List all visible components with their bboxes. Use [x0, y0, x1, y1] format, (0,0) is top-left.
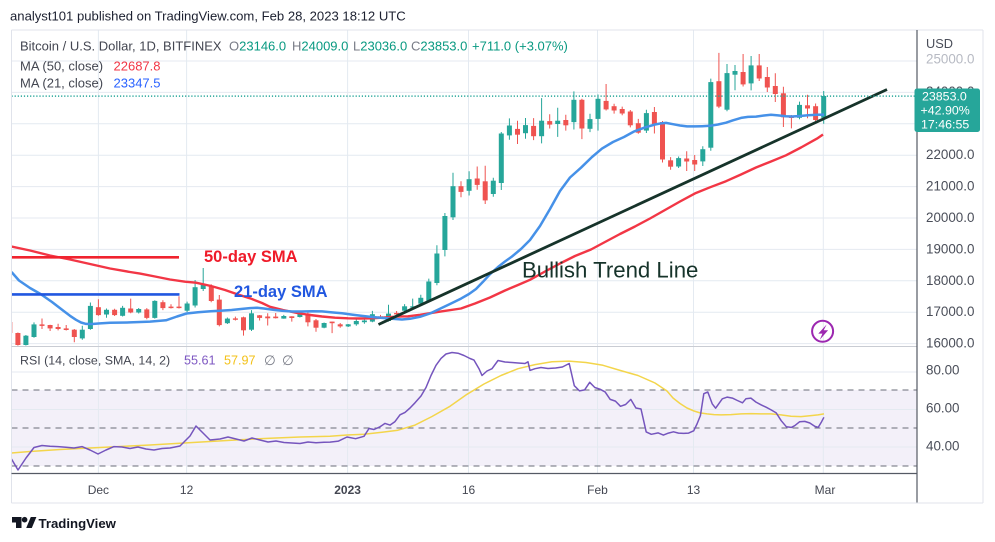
svg-text:Bullish Trend Line: Bullish Trend Line [522, 258, 698, 283]
svg-text:L23036.0: L23036.0 [353, 39, 407, 54]
svg-text:Feb: Feb [587, 483, 608, 497]
svg-text:40.00: 40.00 [926, 439, 960, 454]
svg-text:13: 13 [687, 483, 701, 497]
svg-text:MA (50, close): MA (50, close) [20, 59, 103, 74]
svg-text:18000.0: 18000.0 [926, 273, 974, 288]
svg-text:Bitcoin / U.S. Dollar, 1D, BIT: Bitcoin / U.S. Dollar, 1D, BITFINEX [20, 39, 222, 54]
svg-text:12: 12 [180, 483, 194, 497]
svg-text:MA (21, close): MA (21, close) [20, 76, 103, 91]
svg-text:55.61: 55.61 [184, 354, 216, 368]
svg-text:RSI (14, close, SMA, 14, 2): RSI (14, close, SMA, 14, 2) [20, 354, 170, 368]
svg-text:+42.90%: +42.90% [921, 103, 970, 117]
svg-text:21000.0: 21000.0 [926, 179, 974, 194]
svg-text:17000.0: 17000.0 [926, 304, 974, 319]
svg-text:23347.5: 23347.5 [114, 76, 161, 91]
svg-text:C23853.0: C23853.0 [411, 39, 467, 54]
svg-text:22687.8: 22687.8 [114, 59, 161, 74]
svg-text:H24009.0: H24009.0 [292, 39, 348, 54]
svg-text:∅: ∅ [264, 353, 276, 368]
svg-text:22000.0: 22000.0 [926, 147, 974, 162]
svg-text:23853.0: 23853.0 [922, 89, 967, 103]
svg-text:O23146.0: O23146.0 [229, 39, 286, 54]
svg-text:19000.0: 19000.0 [926, 241, 974, 256]
svg-text:25000.0: 25000.0 [926, 52, 974, 67]
svg-text:80.00: 80.00 [926, 363, 960, 378]
svg-text:50-day SMA: 50-day SMA [204, 248, 298, 266]
svg-text:57.97: 57.97 [224, 354, 256, 368]
svg-text:2023: 2023 [334, 483, 361, 497]
svg-text:TradingView: TradingView [39, 516, 117, 531]
svg-text:+711.0 (+3.07%): +711.0 (+3.07%) [472, 39, 568, 54]
svg-text:16: 16 [462, 483, 476, 497]
svg-text:60.00: 60.00 [926, 401, 960, 416]
svg-text:17:46:55: 17:46:55 [921, 117, 969, 131]
svg-text:Mar: Mar [815, 483, 836, 497]
svg-text:analyst101 published on Tradin: analyst101 published on TradingView.com,… [10, 9, 406, 24]
svg-text:Dec: Dec [88, 483, 109, 497]
svg-text:21-day SMA: 21-day SMA [234, 283, 328, 301]
svg-text:∅: ∅ [282, 353, 294, 368]
svg-text:20000.0: 20000.0 [926, 210, 974, 225]
svg-text:16000.0: 16000.0 [926, 336, 974, 351]
svg-text:USD: USD [926, 36, 953, 51]
